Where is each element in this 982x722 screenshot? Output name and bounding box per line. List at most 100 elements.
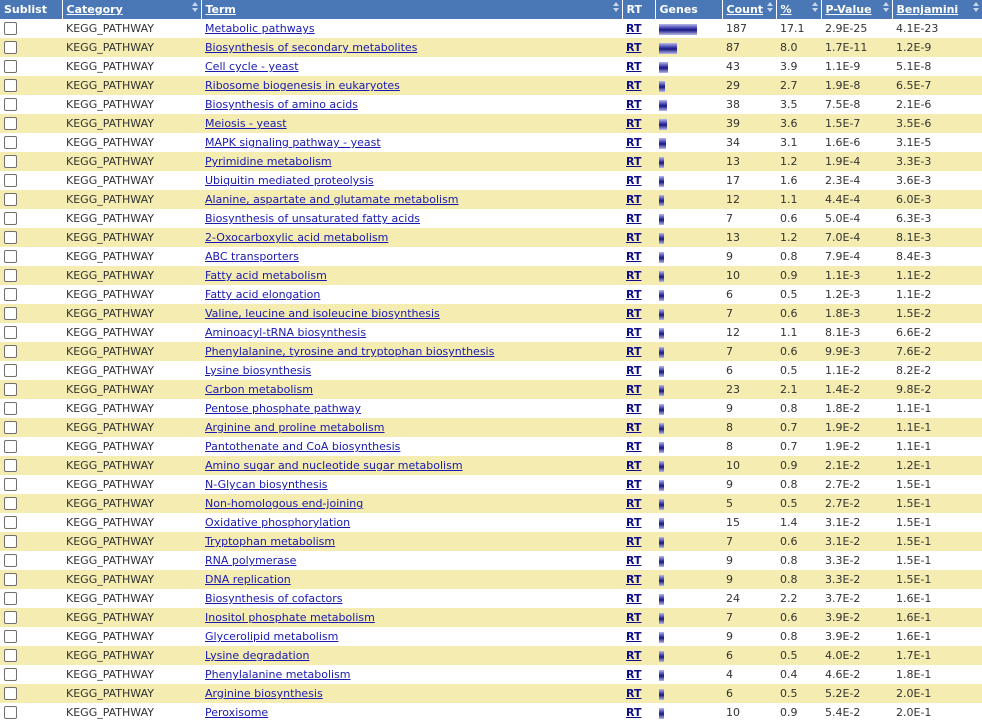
term-link[interactable]: Phenylalanine, tyrosine and tryptophan b… xyxy=(205,345,495,358)
rt-link[interactable]: RT xyxy=(626,478,642,491)
gene-bar[interactable] xyxy=(659,593,664,605)
row-checkbox[interactable] xyxy=(4,459,17,473)
rt-link[interactable]: RT xyxy=(626,364,642,377)
rt-link[interactable]: RT xyxy=(626,60,642,73)
row-checkbox[interactable] xyxy=(4,478,17,492)
term-link[interactable]: Inositol phosphate metabolism xyxy=(205,611,375,624)
gene-bar[interactable] xyxy=(659,441,664,453)
gene-bar[interactable] xyxy=(659,460,664,472)
gene-bar[interactable] xyxy=(659,403,664,415)
row-checkbox[interactable] xyxy=(4,364,17,378)
gene-bar[interactable] xyxy=(659,251,664,263)
gene-bar[interactable] xyxy=(659,384,664,396)
term-link[interactable]: Phenylalanine metabolism xyxy=(205,668,351,681)
term-link[interactable]: Tryptophan metabolism xyxy=(205,535,336,548)
term-link[interactable]: Cell cycle - yeast xyxy=(205,60,299,73)
col-count[interactable]: Count xyxy=(722,0,777,19)
gene-bar[interactable] xyxy=(659,346,664,358)
gene-bar[interactable] xyxy=(659,479,664,491)
row-checkbox[interactable] xyxy=(4,649,17,663)
rt-link[interactable]: RT xyxy=(626,193,642,206)
gene-bar[interactable] xyxy=(659,631,664,643)
col-benjamini[interactable]: Benjamini xyxy=(892,0,982,19)
row-checkbox[interactable] xyxy=(4,668,17,682)
term-link[interactable]: Valine, leucine and isoleucine biosynthe… xyxy=(205,307,440,320)
rt-link[interactable]: RT xyxy=(626,687,642,700)
rt-link[interactable]: RT xyxy=(626,497,642,510)
gene-bar[interactable] xyxy=(659,99,667,111)
term-link[interactable]: Peroxisome xyxy=(205,706,269,719)
row-checkbox[interactable] xyxy=(4,79,17,93)
rt-link[interactable]: RT xyxy=(626,136,642,149)
row-checkbox[interactable] xyxy=(4,136,17,150)
term-link[interactable]: Arginine biosynthesis xyxy=(205,687,323,700)
rt-link[interactable]: RT xyxy=(626,250,642,263)
row-checkbox[interactable] xyxy=(4,326,17,340)
term-link[interactable]: Non-homologous end-joining xyxy=(205,497,364,510)
rt-link[interactable]: RT xyxy=(626,212,642,225)
gene-bar[interactable] xyxy=(659,137,666,149)
rt-link[interactable]: RT xyxy=(626,630,642,643)
row-checkbox[interactable] xyxy=(4,98,17,112)
rt-link[interactable]: RT xyxy=(626,98,642,111)
rt-link[interactable]: RT xyxy=(626,79,642,92)
gene-bar[interactable] xyxy=(659,650,664,662)
row-checkbox[interactable] xyxy=(4,117,17,131)
gene-bar[interactable] xyxy=(659,688,664,700)
term-link[interactable]: Biosynthesis of cofactors xyxy=(205,592,343,605)
rt-link[interactable]: RT xyxy=(626,649,642,662)
row-checkbox[interactable] xyxy=(4,193,17,207)
term-link[interactable]: ABC transporters xyxy=(205,250,299,263)
rt-link[interactable]: RT xyxy=(626,611,642,624)
rt-link[interactable]: RT xyxy=(626,288,642,301)
row-checkbox[interactable] xyxy=(4,250,17,264)
row-checkbox[interactable] xyxy=(4,630,17,644)
term-link[interactable]: Biosynthesis of amino acids xyxy=(205,98,358,111)
term-link[interactable]: Ubiquitin mediated proteolysis xyxy=(205,174,374,187)
term-link[interactable]: Aminoacyl-tRNA biosynthesis xyxy=(205,326,367,339)
term-link[interactable]: Oxidative phosphorylation xyxy=(205,516,351,529)
term-link[interactable]: DNA replication xyxy=(205,573,291,586)
gene-bar[interactable] xyxy=(659,213,664,225)
term-link[interactable]: Arginine and proline metabolism xyxy=(205,421,385,434)
term-link[interactable]: Fatty acid elongation xyxy=(205,288,321,301)
sort-arrows-icon[interactable] xyxy=(191,2,199,16)
term-link[interactable]: Metabolic pathways xyxy=(205,22,315,35)
rt-link[interactable]: RT xyxy=(626,174,642,187)
term-link[interactable]: Lysine degradation xyxy=(205,649,310,662)
gene-bar[interactable] xyxy=(659,707,664,719)
rt-link[interactable]: RT xyxy=(626,573,642,586)
gene-bar[interactable] xyxy=(659,669,664,681)
row-checkbox[interactable] xyxy=(4,22,17,36)
gene-bar[interactable] xyxy=(659,61,668,73)
gene-bar[interactable] xyxy=(659,156,664,168)
gene-bar[interactable] xyxy=(659,517,664,529)
rt-link[interactable]: RT xyxy=(626,155,642,168)
rt-link[interactable]: RT xyxy=(626,535,642,548)
term-link[interactable]: Glycerolipid metabolism xyxy=(205,630,339,643)
rt-link[interactable]: RT xyxy=(626,554,642,567)
term-link[interactable]: Lysine biosynthesis xyxy=(205,364,312,377)
row-checkbox[interactable] xyxy=(4,421,17,435)
term-link[interactable]: Biosynthesis of secondary metabolites xyxy=(205,41,418,54)
rt-link[interactable]: RT xyxy=(626,22,642,35)
row-checkbox[interactable] xyxy=(4,402,17,416)
rt-link[interactable]: RT xyxy=(626,421,642,434)
rt-link[interactable]: RT xyxy=(626,117,642,130)
row-checkbox[interactable] xyxy=(4,554,17,568)
col-category[interactable]: Category xyxy=(62,0,202,19)
gene-bar[interactable] xyxy=(659,498,664,510)
row-checkbox[interactable] xyxy=(4,687,17,701)
term-link[interactable]: Pentose phosphate pathway xyxy=(205,402,361,415)
row-checkbox[interactable] xyxy=(4,706,17,720)
rt-link[interactable]: RT xyxy=(626,231,642,244)
gene-bar[interactable] xyxy=(659,23,697,35)
row-checkbox[interactable] xyxy=(4,155,17,169)
gene-bar[interactable] xyxy=(659,118,667,130)
row-checkbox[interactable] xyxy=(4,60,17,74)
sort-arrows-icon[interactable] xyxy=(882,2,890,16)
rt-link[interactable]: RT xyxy=(626,440,642,453)
term-link[interactable]: Pyrimidine metabolism xyxy=(205,155,332,168)
rt-link[interactable]: RT xyxy=(626,345,642,358)
rt-link[interactable]: RT xyxy=(626,516,642,529)
